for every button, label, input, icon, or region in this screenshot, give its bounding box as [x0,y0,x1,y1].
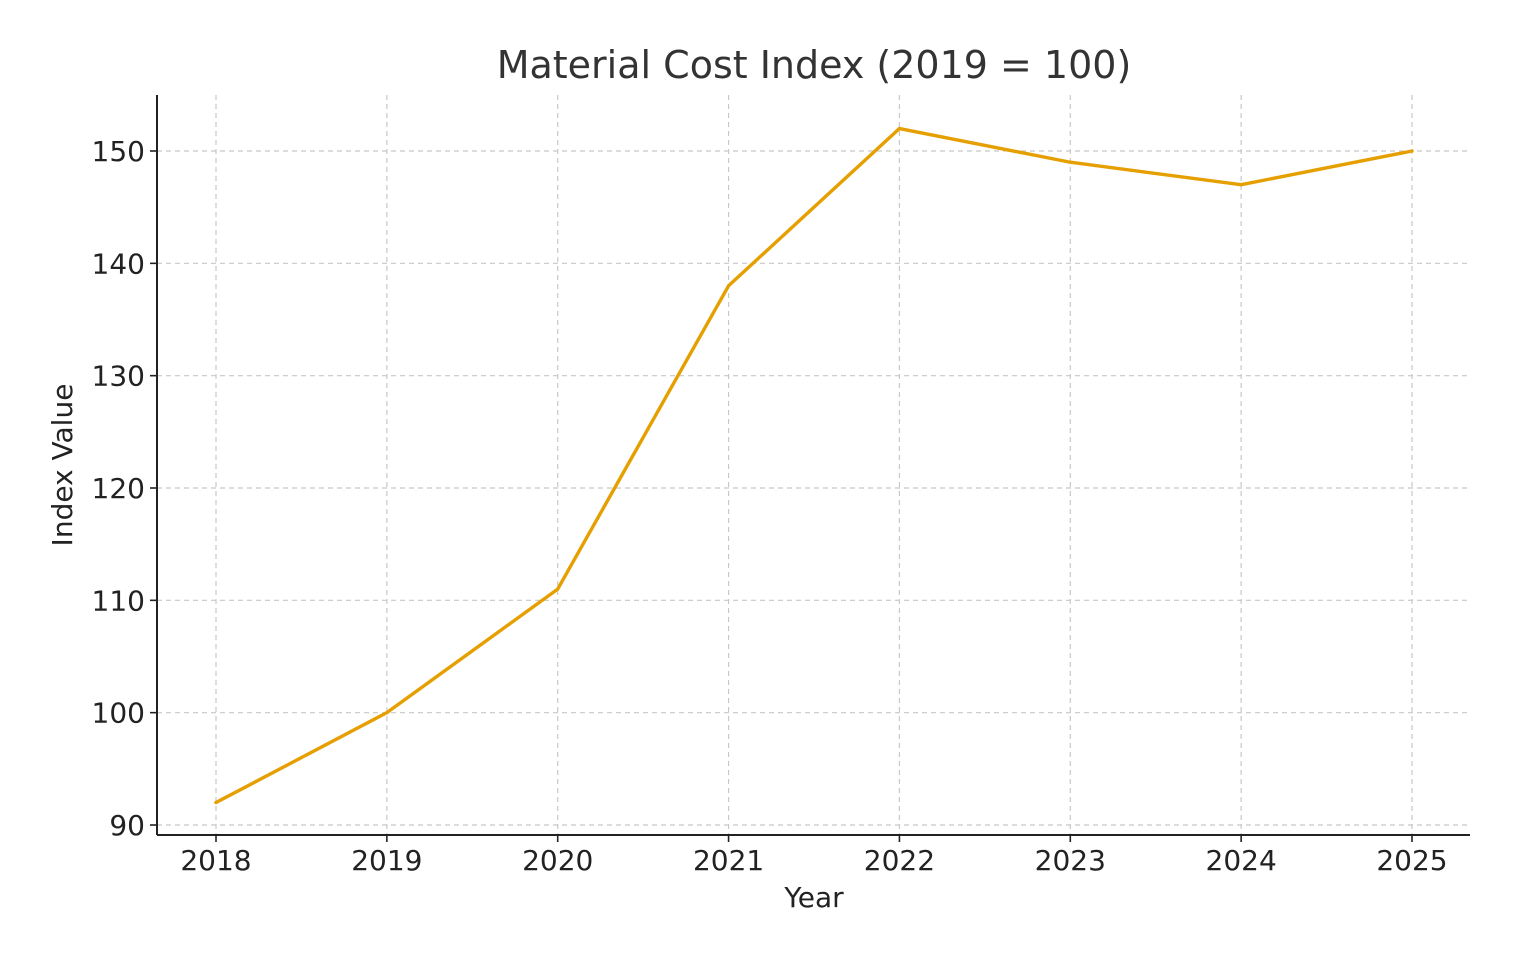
y-tick-label: 130 [92,360,145,393]
series-layer [214,126,1414,805]
ticks-layer: 2018 2019 2020 2021 2022 2023 2024 2025 90 100 110… [92,135,1448,877]
x-tick-label: 2020 [522,844,593,877]
y-tick-label: 100 [92,697,145,730]
data-point [1410,149,1414,153]
x-tick-label: 2025 [1376,844,1447,877]
x-tick-label: 2022 [864,844,935,877]
chart-title: Material Cost Index (2019 = 100) [497,43,1132,87]
y-tick-label: 90 [109,809,145,842]
y-tick-label: 120 [92,472,145,505]
y-tick-label: 140 [92,247,145,280]
axes-layer [156,95,1470,836]
y-tick-label: 110 [92,584,145,617]
x-tick-label: 2023 [1035,844,1106,877]
x-tick-label: 2024 [1206,844,1277,877]
data-point [1239,183,1243,187]
data-point [1068,160,1072,164]
data-point [726,284,731,288]
x-tick-label: 2018 [180,844,251,877]
y-tick-label: 150 [92,135,145,168]
data-point [214,800,218,805]
x-axis-title: Year [783,881,844,914]
y-axis-title: Index Value [46,384,79,547]
data-point [385,711,389,715]
data-point [897,126,902,131]
series-line [214,126,1414,805]
x-tick-label: 2021 [693,844,764,877]
x-tick-label: 2019 [351,844,422,877]
data-point [556,587,560,591]
